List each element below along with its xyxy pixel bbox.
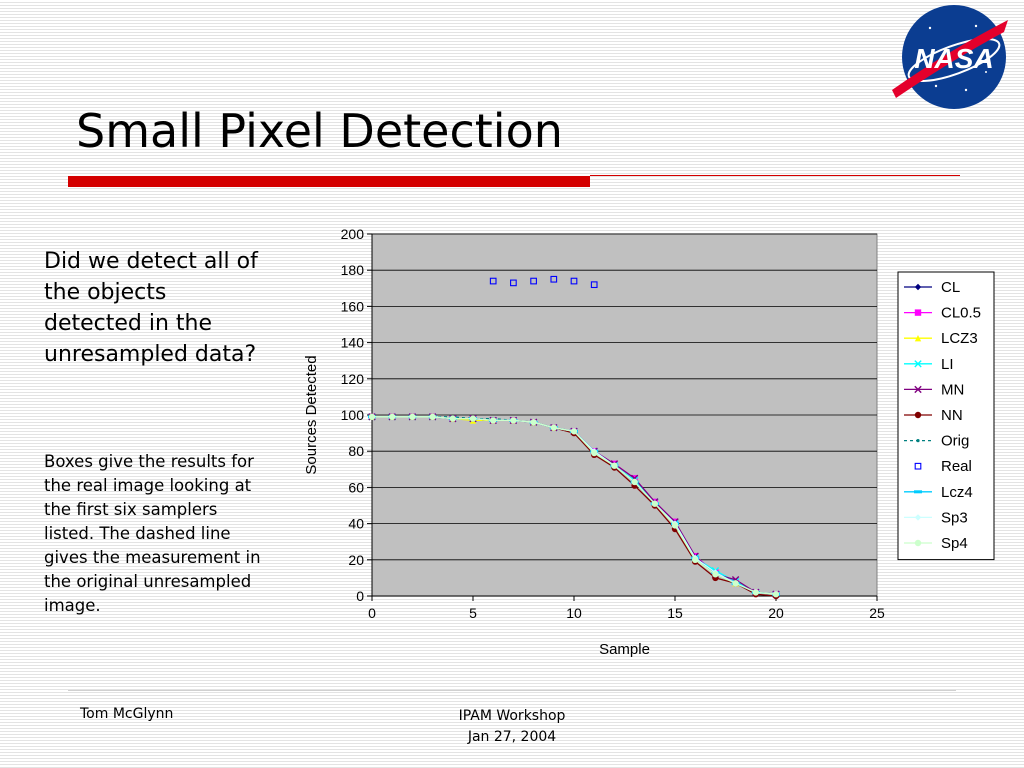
- data-point-sp4: [368, 413, 376, 421]
- legend-marker-lcz4: [914, 490, 922, 494]
- explanation-text: Boxes give the results for the real imag…: [44, 452, 261, 615]
- title-underline-red: [68, 176, 590, 187]
- legend-marker-nn: [914, 411, 922, 419]
- footer-event-date: Jan 27, 2004: [467, 729, 557, 745]
- data-point-real: [590, 281, 598, 289]
- data-point-sp4: [752, 589, 759, 596]
- x-tick-label: 25: [869, 605, 885, 621]
- legend-marker-cl: [914, 283, 922, 291]
- y-tick-label: 60: [348, 479, 364, 495]
- data-point-real: [570, 277, 578, 285]
- footer-author: Tom McGlynn: [80, 706, 174, 722]
- y-tick-label: 120: [341, 371, 365, 387]
- data-point-sp4: [389, 413, 396, 421]
- legend-label-real: Real: [941, 458, 972, 475]
- title-underline-thin: [590, 175, 960, 176]
- data-point-sp4: [692, 556, 699, 563]
- legend-marker-lcz3: [914, 335, 922, 342]
- data-point-sp4: [631, 478, 638, 486]
- legend-label-li: LI: [941, 356, 954, 373]
- y-tick-label: 80: [348, 443, 364, 459]
- data-point-sp4: [591, 449, 598, 457]
- legend-label-lcz3: LCZ3: [941, 330, 978, 347]
- nasa-logo-star: [934, 84, 938, 88]
- x-tick-label: 5: [469, 605, 477, 621]
- footer-event: IPAM Workshop Jan 27, 2004: [412, 706, 612, 748]
- y-tick-label: 140: [341, 335, 365, 351]
- footer-event-name: IPAM Workshop: [458, 708, 566, 724]
- data-point-sp4: [530, 419, 537, 426]
- y-axis-label: Sources Detected: [303, 355, 320, 474]
- data-point-sp4: [550, 424, 557, 431]
- legend-marker-sp4: [914, 539, 922, 547]
- nasa-logo-orbit: [907, 37, 1001, 83]
- nasa-logo-star: [974, 24, 978, 28]
- legend-marker-real: [914, 462, 922, 470]
- data-point-sp4: [611, 462, 618, 469]
- footer-divider: [68, 690, 956, 691]
- legend-label-sp4: Sp4: [941, 535, 968, 552]
- legend: [897, 271, 995, 561]
- y-tick-label: 0: [356, 588, 364, 604]
- legend-marker-cl0-5: [914, 309, 922, 316]
- legend-label-cl: CL: [941, 279, 960, 296]
- data-point-sp4: [469, 415, 477, 422]
- legend-label-nn: NN: [941, 407, 963, 424]
- y-tick-label: 180: [341, 262, 365, 278]
- nasa-logo: NASA: [892, 5, 1008, 109]
- x-tick-label: 15: [667, 605, 683, 621]
- data-point-real: [489, 277, 497, 285]
- data-point-sp4: [732, 580, 739, 587]
- nasa-logo-star: [985, 71, 987, 73]
- y-tick-label: 40: [348, 516, 364, 532]
- legend-marker-sp3: [914, 514, 922, 521]
- legend-label-orig: Orig: [941, 433, 969, 450]
- legend-label-sp3: Sp3: [941, 509, 968, 526]
- legend-marker-mn: [914, 385, 922, 394]
- slide-title: Small Pixel Detection: [76, 104, 563, 158]
- legend-marker-orig: [916, 439, 920, 443]
- detection-chart: 0 20 40 60 80 100 120 140 160 180 200 0 5 10 15 20 25 Sam…: [303, 226, 995, 658]
- data-point-real: [550, 275, 558, 283]
- data-point-sp4: [490, 417, 497, 424]
- y-tick-label: 100: [341, 407, 365, 423]
- data-point-real: [510, 279, 517, 287]
- y-tick-label: 20: [348, 552, 364, 568]
- data-point-sp4: [429, 413, 436, 421]
- nasa-logo-star: [964, 88, 968, 92]
- data-point-sp4: [409, 413, 416, 421]
- data-point-sp4: [651, 500, 658, 507]
- data-point-real: [530, 277, 537, 285]
- data-point-sp4: [772, 590, 780, 598]
- x-tick-label: 10: [566, 605, 582, 621]
- y-tick-label: 200: [341, 226, 365, 242]
- data-point-sp4: [449, 415, 456, 422]
- data-point-sp4: [570, 428, 578, 435]
- y-tick-label: 160: [341, 298, 365, 314]
- x-axis-label: Sample: [599, 641, 650, 658]
- legend-label-mn: MN: [941, 381, 964, 398]
- x-tick-label: 20: [768, 605, 784, 621]
- question-text: Did we detect all of the objects detecte…: [44, 249, 258, 367]
- legend-marker-li: [914, 360, 922, 368]
- data-point-sp4: [712, 571, 719, 578]
- x-tick-label: 0: [368, 605, 376, 621]
- legend-label-lcz4: Lcz4: [941, 484, 973, 501]
- data-point-sp4: [671, 522, 679, 529]
- legend-label-cl0-5: CL0.5: [941, 305, 981, 322]
- data-point-sp4: [510, 417, 517, 424]
- nasa-logo-vector: [892, 20, 1008, 98]
- nasa-logo-star: [928, 26, 932, 30]
- nasa-logo-text: NASA: [914, 43, 993, 74]
